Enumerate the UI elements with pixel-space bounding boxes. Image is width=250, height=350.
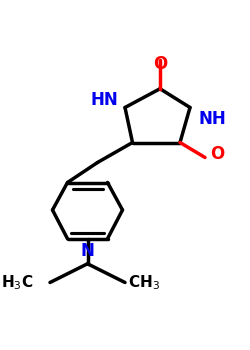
Text: HN: HN <box>91 91 119 109</box>
Text: CH$_3$: CH$_3$ <box>128 273 160 292</box>
Text: H$_3$C: H$_3$C <box>2 273 34 292</box>
Text: O: O <box>153 55 167 73</box>
Text: O: O <box>210 145 224 163</box>
Text: NH: NH <box>199 110 226 128</box>
Text: N: N <box>80 242 94 260</box>
